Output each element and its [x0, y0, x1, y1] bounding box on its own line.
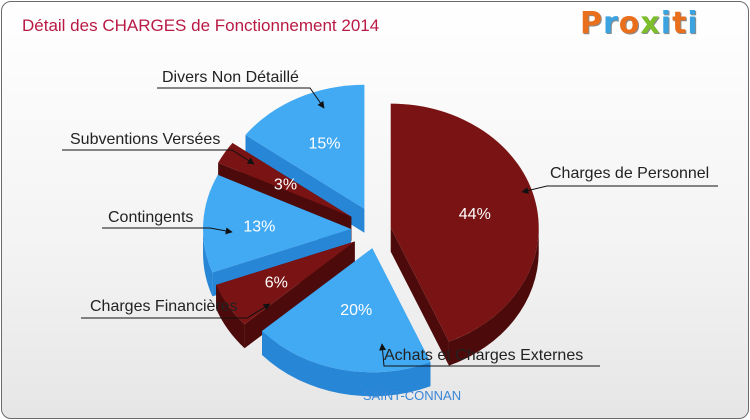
leader-line: [81, 303, 271, 319]
slice-value-label: 13%: [243, 218, 275, 235]
category-label: Charges de Personnel: [550, 165, 709, 182]
logo-letter: t: [672, 6, 688, 41]
slice-cut-face: [390, 227, 449, 366]
chart-title: Détail des CHARGES de Fonctionnement 201…: [22, 16, 380, 35]
category-label: Subventions Versées: [70, 131, 220, 148]
leader-line: [521, 185, 718, 194]
pie-slice: [390, 103, 539, 366]
pie-slice: [262, 248, 431, 397]
logo-letter: i: [660, 6, 673, 41]
leader-line: [102, 227, 233, 235]
slice-side: [448, 227, 539, 366]
proxiti-logo: Proxiti: [580, 6, 698, 52]
leader-line: [157, 87, 325, 109]
logo-letter: P: [580, 6, 603, 41]
category-label: Achats et Charges Externes: [384, 347, 583, 364]
slice-top: [245, 84, 365, 209]
leader-line: [62, 149, 255, 165]
location-label: SAINT-CONNAN: [362, 388, 462, 403]
category-label: Divers Non Détaillé: [162, 69, 299, 86]
pie-slice: [216, 241, 355, 349]
logo-letter: x: [640, 6, 661, 41]
slice-side: [262, 331, 431, 397]
logo-letter: i: [687, 6, 699, 41]
slice-value-label: 3%: [274, 176, 297, 193]
leader-lines: [62, 87, 718, 367]
slice-labels: 44% 20% 6% 13% 3% 15% Charges de Personnel Acha…: [70, 69, 709, 364]
logo-letter: o: [618, 6, 641, 41]
pie-slices: [203, 84, 539, 397]
category-label: Contingents: [108, 209, 193, 226]
category-label: Charges Financières: [90, 298, 238, 315]
slice-top: [216, 241, 355, 325]
slice-value-label: 44%: [459, 206, 491, 223]
slice-top: [203, 174, 352, 273]
leader-line: [379, 343, 600, 367]
slice-value-label: 20%: [340, 302, 372, 319]
logo-letter: r: [603, 6, 619, 41]
slice-top: [390, 103, 539, 342]
slice-value-label: 15%: [308, 135, 340, 152]
slice-top: [262, 248, 431, 373]
slice-value-label: 6%: [265, 274, 288, 291]
slice-side: [203, 228, 213, 297]
